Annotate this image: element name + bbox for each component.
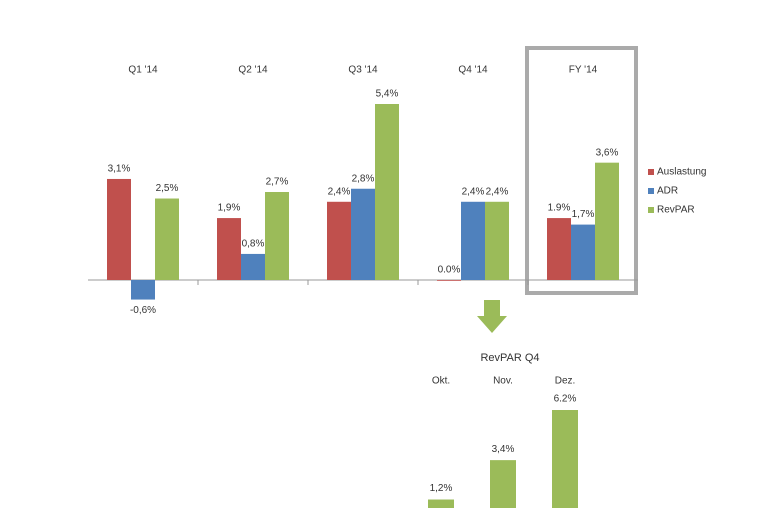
bar xyxy=(490,460,516,508)
legend-swatch xyxy=(648,169,654,175)
x-tick-label: Nov. xyxy=(493,376,513,387)
value-label: 3,1% xyxy=(108,164,131,175)
bar xyxy=(155,198,179,280)
bar xyxy=(375,104,399,280)
legend-label: RevPAR xyxy=(657,205,695,216)
value-label: 1.9% xyxy=(548,203,571,214)
bar xyxy=(265,192,289,280)
value-label: 2,4% xyxy=(462,186,485,197)
value-label: 1,9% xyxy=(218,203,241,214)
value-label: 2,4% xyxy=(328,186,351,197)
value-label: 1,2% xyxy=(430,483,453,494)
bar xyxy=(428,499,454,508)
bar xyxy=(547,218,571,280)
value-label: 6.2% xyxy=(554,394,577,405)
x-tick-label: Q1 '14 xyxy=(128,65,158,76)
x-tick-label: Q4 '14 xyxy=(458,65,488,76)
arrow xyxy=(477,300,507,333)
chart-title: RevPAR Q4 xyxy=(480,352,539,364)
legend-label: ADR xyxy=(657,186,678,197)
x-tick-label: FY '14 xyxy=(569,65,598,76)
bar xyxy=(461,201,485,280)
highlight-box xyxy=(525,46,638,295)
value-label: 2,5% xyxy=(156,183,179,194)
x-tick-label: Q2 '14 xyxy=(238,65,268,76)
bar xyxy=(107,178,131,280)
value-label: 2,4% xyxy=(486,186,509,197)
bar xyxy=(327,201,351,280)
value-label: -0,6% xyxy=(130,305,156,316)
value-label: 0.0% xyxy=(438,265,461,276)
bar xyxy=(217,218,241,280)
value-label: 2,8% xyxy=(352,173,375,184)
value-label: 3,6% xyxy=(596,147,619,158)
value-label: 5,4% xyxy=(376,89,399,100)
value-label: 1,7% xyxy=(572,209,595,220)
legend-swatch xyxy=(648,207,654,213)
x-tick-label: Okt. xyxy=(432,376,450,387)
bar xyxy=(351,188,375,280)
bar xyxy=(241,253,265,280)
bar xyxy=(485,201,509,280)
legend-label: Auslastung xyxy=(657,167,706,178)
x-tick-label: Q3 '14 xyxy=(348,65,378,76)
value-label: 0,8% xyxy=(242,239,265,250)
bar xyxy=(552,410,578,508)
bar xyxy=(131,280,155,300)
x-tick-label: Dez. xyxy=(555,376,576,387)
legend-swatch xyxy=(648,188,654,194)
bar xyxy=(437,280,461,281)
value-label: 2,7% xyxy=(266,177,289,188)
bar xyxy=(571,224,595,280)
bar xyxy=(595,162,619,280)
value-label: 3,4% xyxy=(492,444,515,455)
